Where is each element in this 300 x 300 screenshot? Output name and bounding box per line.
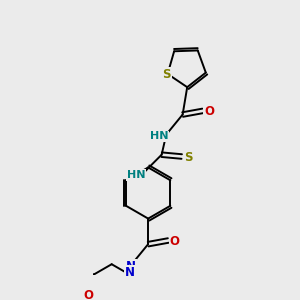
Text: O: O xyxy=(169,235,180,248)
Text: O: O xyxy=(84,289,94,300)
Text: HN: HN xyxy=(150,131,168,141)
Text: S: S xyxy=(184,151,192,164)
Text: O: O xyxy=(204,105,214,118)
Text: N: N xyxy=(125,266,135,279)
Text: HN: HN xyxy=(127,170,145,180)
Text: N: N xyxy=(126,260,136,272)
Text: S: S xyxy=(163,68,171,81)
